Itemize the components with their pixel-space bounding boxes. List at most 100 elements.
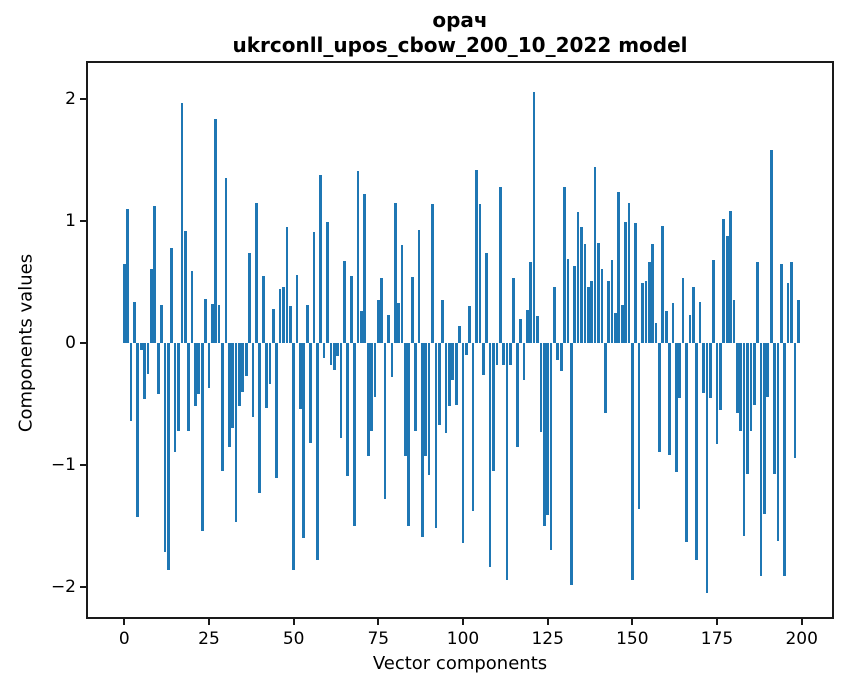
x-tick-label: 25 [198, 629, 220, 649]
bar [498, 186, 502, 343]
bar [312, 231, 316, 343]
bar [410, 277, 414, 343]
bar [539, 343, 543, 433]
bar [546, 343, 549, 516]
bar [776, 343, 780, 541]
bar [143, 343, 146, 400]
bar [790, 262, 793, 343]
bar [271, 308, 275, 343]
bar [549, 343, 553, 551]
bar [698, 301, 702, 343]
bar [509, 343, 512, 365]
bar [773, 343, 776, 474]
bar [624, 222, 627, 343]
x-tick-label: 0 [118, 629, 130, 649]
bar [705, 343, 709, 594]
bar [299, 343, 302, 409]
bar [231, 343, 235, 429]
y-tick-mark [80, 342, 86, 344]
bar [133, 301, 136, 343]
bar [739, 343, 743, 431]
x-tick-label: 50 [282, 629, 305, 649]
bar [634, 223, 638, 343]
bar [759, 343, 763, 577]
bar [360, 311, 363, 343]
bar [614, 312, 617, 343]
bar [421, 343, 424, 537]
bar [746, 343, 749, 474]
bar [617, 191, 621, 343]
bar [295, 274, 299, 343]
bar [373, 343, 377, 397]
bar [322, 343, 326, 358]
bar [366, 343, 370, 457]
bar [387, 314, 390, 343]
bar [343, 261, 346, 343]
bar [688, 314, 692, 343]
bar [434, 343, 438, 529]
bar [353, 343, 356, 526]
bar [349, 275, 353, 343]
bar [475, 169, 478, 343]
bar [725, 235, 729, 343]
x-axis-label: Vector components [372, 653, 548, 674]
bar [397, 302, 400, 343]
bar [485, 252, 489, 343]
bar [481, 343, 485, 375]
bar [183, 230, 187, 343]
bar [763, 343, 766, 514]
bar [407, 343, 411, 526]
bar [448, 343, 451, 407]
x-tick-mark [377, 619, 380, 625]
bar [556, 343, 560, 361]
bar [749, 343, 753, 431]
bar [217, 305, 221, 343]
bar [526, 310, 529, 343]
bar [400, 245, 404, 343]
bar [729, 211, 732, 343]
bar [282, 286, 285, 343]
bar [766, 343, 770, 397]
bar [752, 343, 756, 406]
bar [444, 343, 448, 434]
bar [708, 343, 712, 398]
bar [478, 203, 482, 343]
y-tick-label: −1 [50, 455, 76, 475]
bar [529, 262, 533, 343]
bar [742, 343, 746, 536]
bar [319, 174, 323, 343]
bar [735, 343, 739, 413]
bar [177, 343, 180, 431]
x-tick-label: 175 [700, 629, 734, 649]
bar [316, 343, 319, 561]
bar [180, 102, 184, 343]
bar [458, 325, 461, 343]
bar [570, 343, 573, 585]
bar [505, 343, 509, 580]
bar [522, 343, 526, 380]
bar [207, 343, 211, 389]
bar [532, 91, 536, 343]
bar [404, 343, 407, 457]
bar [139, 343, 143, 351]
x-tick-mark [207, 619, 210, 625]
bar [651, 244, 654, 343]
bar [370, 343, 373, 431]
bar [607, 280, 610, 343]
x-tick-label: 75 [367, 629, 390, 649]
bar [454, 343, 458, 406]
bar [661, 225, 665, 343]
bar [156, 343, 160, 395]
bar [719, 343, 722, 411]
bar [712, 260, 715, 343]
x-tick-label: 150 [616, 629, 649, 649]
bar [603, 343, 607, 413]
bar [641, 283, 644, 343]
x-tick-mark [462, 619, 464, 625]
bar [515, 343, 519, 447]
bar [197, 343, 201, 395]
bar [644, 280, 648, 343]
y-tick-label: −2 [50, 577, 76, 597]
bar [383, 343, 387, 500]
chart-subtitle: ukrconll_upos_cbow_200_10_2022 model [232, 33, 688, 57]
